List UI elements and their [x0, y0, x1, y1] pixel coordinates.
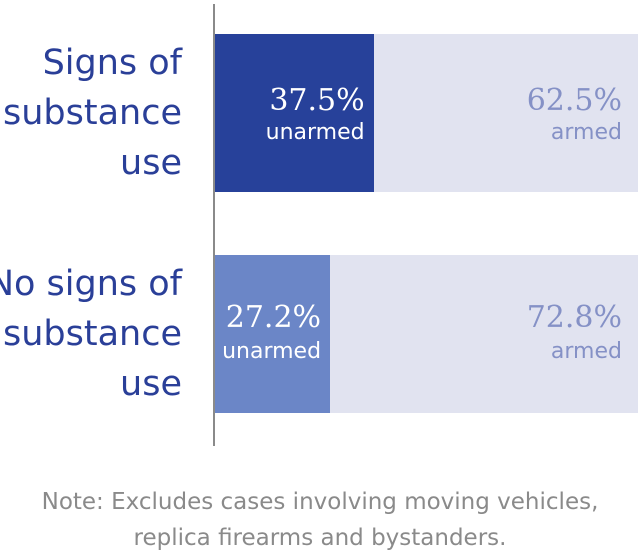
category-label: No signs of substance use	[0, 264, 182, 404]
armed-series-label: armed	[550, 120, 622, 145]
unarmed-series-label: unarmed	[222, 339, 322, 364]
unarmed-value-label: 37.5%	[269, 83, 365, 118]
armed-value-label: 62.5%	[526, 83, 622, 118]
stacked-bar-chart: Signs of substance use 37.5% unarmed 62.…	[0, 4, 638, 446]
category-axis-line	[213, 4, 215, 446]
armed-series-label: armed	[550, 339, 622, 364]
note-text: Note: Excludes cases involving moving ve…	[41, 489, 599, 551]
bar-unarmed-segment	[215, 34, 374, 192]
chart-note: Note: Excludes cases involving moving ve…	[0, 484, 640, 556]
category-label: Signs of substance use	[3, 43, 182, 183]
unarmed-series-label: unarmed	[265, 120, 365, 145]
armed-value-label: 72.8%	[526, 300, 622, 335]
bar-unarmed-segment	[215, 255, 331, 413]
unarmed-value-label: 27.2%	[225, 300, 322, 335]
